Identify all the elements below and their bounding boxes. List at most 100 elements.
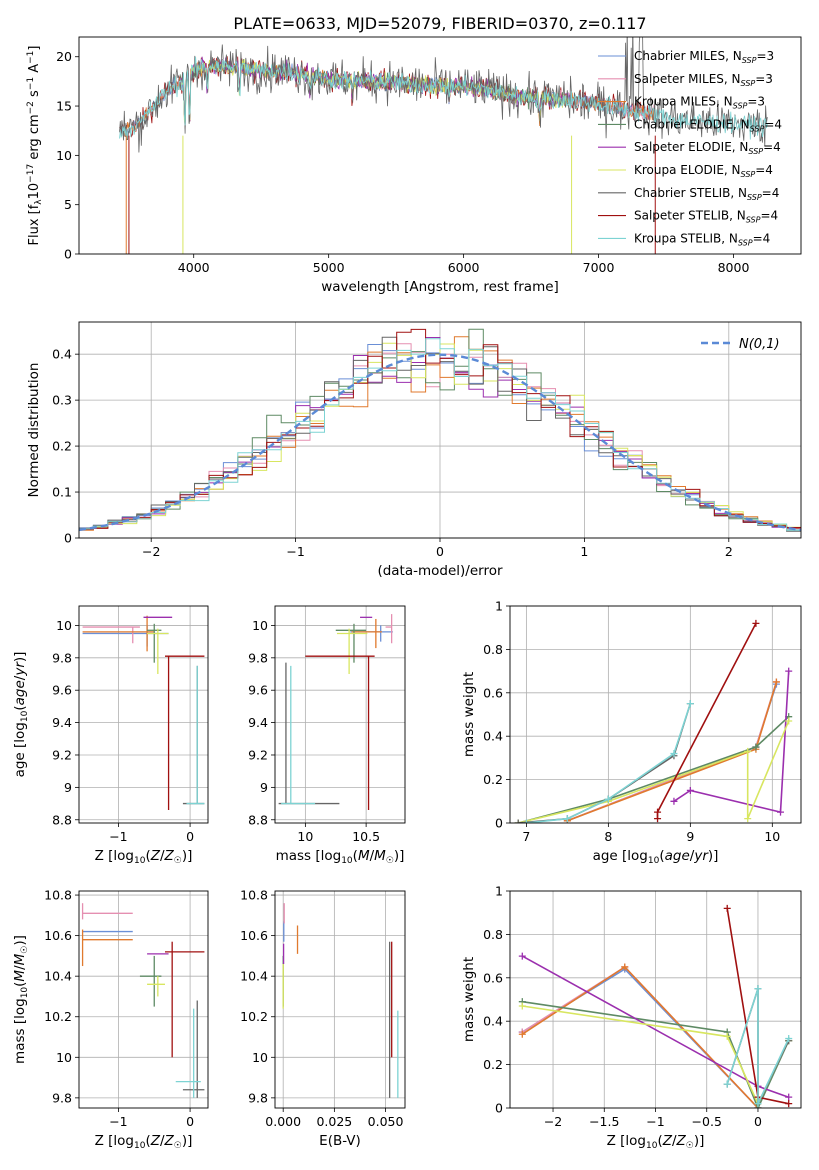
weight-line	[518, 703, 692, 823]
y-tick-label: 0.2	[52, 439, 72, 454]
y-axis-label: mass [log10(M/M☉)]	[12, 935, 30, 1064]
weight-marker	[604, 795, 612, 803]
x-tick-label: −0.5	[692, 1114, 722, 1129]
y-tick-label: 0.8	[483, 927, 503, 942]
weight-marker	[514, 819, 522, 823]
figure-title: PLATE=0633, MJD=52079, FIBERID=0370, z=0…	[233, 14, 646, 33]
y-tick-label: 1	[495, 884, 503, 899]
y-tick-label: 10.8	[240, 888, 268, 903]
legend-label: Chabrier MILES, NSSP=3	[634, 49, 774, 65]
x-tick-label: 10	[297, 829, 313, 844]
y-tick-label: 0.1	[52, 485, 72, 500]
histogram-series	[79, 336, 801, 531]
x-tick-label: −1	[109, 829, 127, 844]
y-tick-label: 10.8	[44, 888, 72, 903]
y-tick-label: 10.4	[240, 969, 268, 984]
x-tick-label: 8000	[718, 260, 750, 275]
legend-label: Kroupa MILES, NSSP=3	[634, 95, 765, 111]
x-axis-label: Z [log10(Z/Z☉)]	[607, 1133, 705, 1151]
weight-marker	[772, 678, 780, 686]
y-tick-label: 0	[495, 816, 503, 831]
weight-line	[521, 968, 759, 1108]
x-tick-label: 10	[764, 829, 780, 844]
x-tick-label: 0	[186, 1114, 194, 1129]
x-tick-label: −2	[142, 544, 160, 559]
x-tick-label: 4000	[178, 260, 210, 275]
y-axis-label: Flux [fλ10−17 erg cm−2 s−1 A−1]	[26, 46, 44, 246]
legend-label: Kroupa ELODIE, NSSP=4	[634, 163, 773, 179]
x-tick-label: −1	[286, 544, 304, 559]
y-tick-label: 10.6	[44, 928, 72, 943]
x-tick-label: −1	[646, 1114, 664, 1129]
weight-marker	[785, 1100, 793, 1108]
weight-marker	[744, 815, 752, 823]
y-tick-label: 10.4	[44, 969, 72, 984]
metallicity-age-panel: −1 0 8.8 9 9.2 9.4 9.6 9.8 10 Z [log10(Z/Z☉)] age …	[12, 605, 209, 866]
y-tick-label: 10.2	[44, 1009, 72, 1024]
x-tick-label: 7	[522, 829, 530, 844]
weight-marker	[670, 750, 678, 758]
x-tick-label: 0.050	[368, 1114, 404, 1129]
y-tick-label: 9.2	[52, 747, 72, 762]
x-axis-label: E(B-V)	[319, 1133, 361, 1149]
weight-marker	[654, 808, 662, 816]
y-tick-label: 0	[64, 531, 72, 546]
weight-marker	[785, 667, 793, 675]
x-tick-label: 0	[436, 544, 444, 559]
y-tick-label: 9.2	[248, 747, 268, 762]
weight-marker	[754, 985, 762, 993]
y-tick-label: 10.2	[240, 1009, 268, 1024]
y-tick-label: 0.6	[483, 970, 503, 985]
y-tick-label: 20	[56, 49, 72, 64]
weight-line	[726, 988, 790, 1105]
y-tick-label: 9.4	[248, 715, 268, 730]
weight-marker	[686, 786, 694, 794]
weight-line	[521, 965, 759, 1108]
plot-frame	[78, 890, 209, 1109]
weight-marker	[670, 797, 678, 805]
weight-marker	[723, 1032, 731, 1040]
y-tick-label: 0.2	[483, 1057, 503, 1072]
y-tick-label: 10	[252, 1050, 268, 1065]
y-tick-label: 10	[56, 618, 72, 633]
x-tick-label: −1.5	[589, 1114, 619, 1129]
y-tick-label: 8.8	[248, 812, 268, 827]
residuals-panel: −2 −1 0 1 2 0 0.1 0.2 0.3 0.4 (data-model)/error No…	[26, 321, 802, 579]
x-axis-label: (data-model)/error	[377, 563, 503, 579]
plot-frame	[509, 890, 802, 1109]
y-tick-label: 10	[252, 618, 268, 633]
y-tick-label: 0.2	[483, 772, 503, 787]
x-tick-label: 0.000	[265, 1114, 301, 1129]
x-tick-label: 2	[725, 544, 733, 559]
y-tick-label: 9.8	[52, 650, 72, 665]
weight-line	[656, 623, 757, 819]
weight-marker	[752, 619, 760, 627]
y-tick-label: 0.4	[483, 1014, 503, 1029]
weight-marker	[723, 1080, 731, 1088]
legend-label: Chabrier STELIB, NSSP=4	[634, 186, 779, 202]
y-tick-label: 0.4	[52, 347, 72, 362]
y-tick-label: 0	[495, 1101, 503, 1116]
weight-marker	[518, 1002, 526, 1010]
weight-marker	[744, 747, 752, 755]
x-tick-label: 0	[186, 829, 194, 844]
weight-marker	[654, 815, 662, 823]
plot-frame	[509, 605, 802, 824]
weight-marker	[754, 1100, 762, 1108]
x-tick-label: 6000	[448, 260, 480, 275]
legend-label: Salpeter STELIB, NSSP=4	[634, 209, 778, 225]
mass-age-panel: 10 10.5 8.8 9 9.2 9.4 9.6 9.8 10 mass [log10(M/M☉…	[248, 605, 406, 866]
legend-label: Chabrier ELODIE, NSSP=4	[634, 117, 782, 133]
weight-marker	[518, 952, 526, 960]
plot-frame	[78, 36, 802, 255]
y-tick-label: 8.8	[52, 812, 72, 827]
y-tick-label: 9	[64, 780, 72, 795]
x-tick-label: 8	[604, 829, 612, 844]
legend-label: Kroupa STELIB, NSSP=4	[634, 231, 770, 247]
legend-label: N(0,1)	[739, 337, 780, 352]
plot-frame	[78, 605, 209, 824]
weight-marker	[518, 1030, 526, 1038]
metallicity-mass-panel: −1 0 9.8 10 10.2 10.4 10.6 10.8 Z [log10(Z/Z☉)] m…	[12, 888, 209, 1151]
weight-marker	[785, 717, 793, 725]
